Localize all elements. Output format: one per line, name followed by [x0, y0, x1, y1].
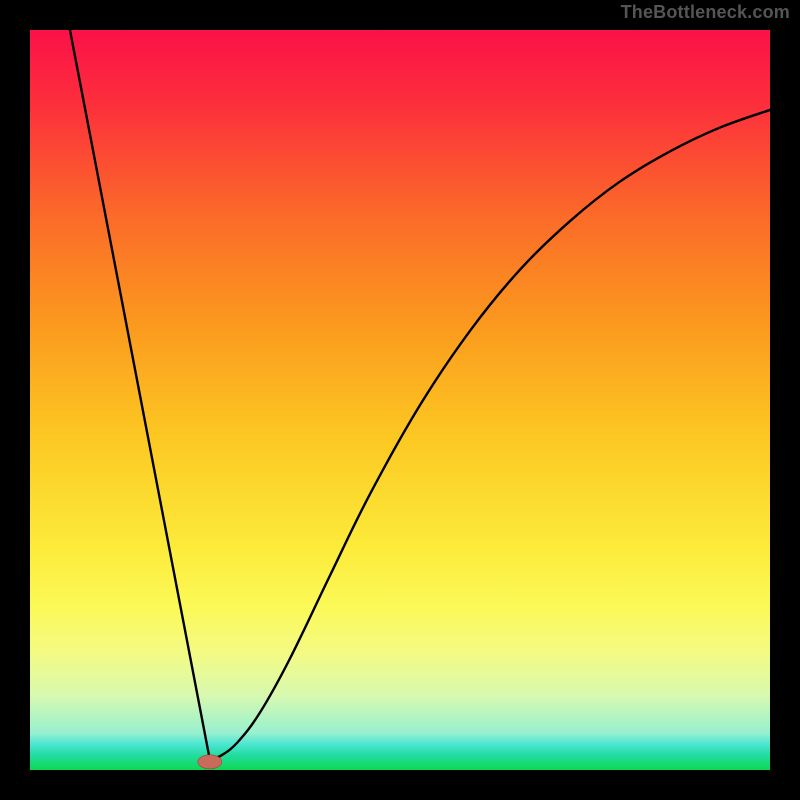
- optimal-marker: [198, 755, 222, 769]
- plot-area: [30, 30, 770, 770]
- chart-container: TheBottleneck.com: [0, 0, 800, 800]
- bottleneck-curve-svg: [30, 30, 770, 770]
- attribution-text: TheBottleneck.com: [621, 2, 790, 23]
